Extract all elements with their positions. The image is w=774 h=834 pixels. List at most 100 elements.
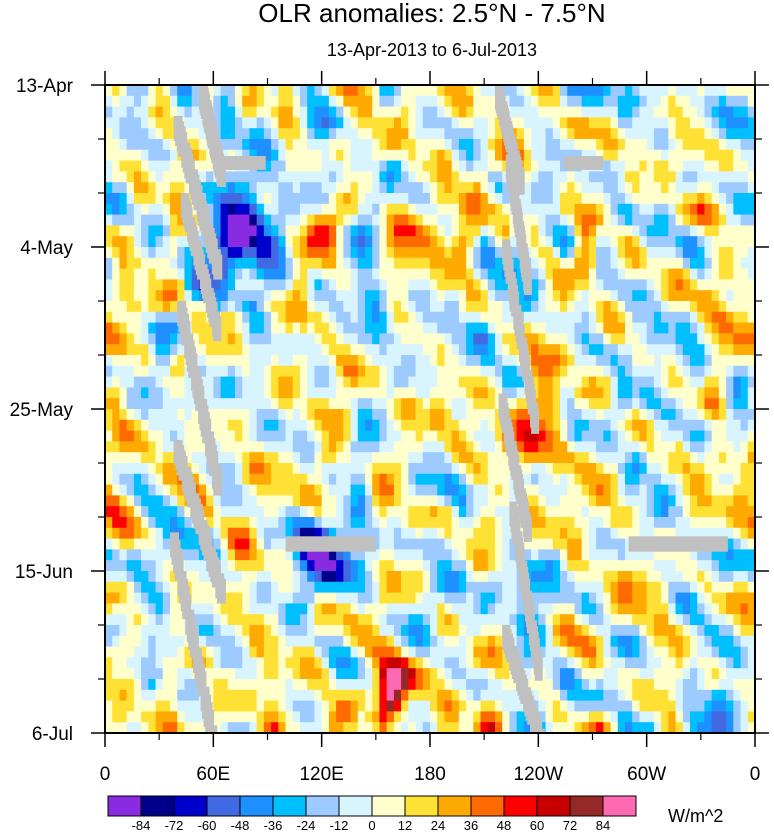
heat-cell — [632, 430, 641, 442]
heat-cell — [133, 473, 142, 486]
heat-cell — [119, 387, 128, 399]
heat-cell — [726, 430, 734, 442]
heat-cell — [307, 495, 316, 507]
heat-cell — [155, 549, 164, 561]
heat-cell — [733, 268, 742, 280]
heat-cell — [574, 117, 583, 129]
heat-cell — [321, 679, 330, 691]
heat-cell — [184, 95, 193, 108]
heat-cell — [632, 581, 641, 594]
heat-cell — [170, 95, 178, 108]
heat-cell — [473, 538, 482, 550]
heat-cell — [401, 236, 409, 248]
heat-cell — [198, 646, 207, 658]
heat-cell — [350, 149, 359, 162]
heat-cell — [509, 592, 518, 604]
heat-cell — [610, 279, 619, 291]
heat-cell — [480, 311, 489, 324]
heat-cell — [480, 560, 489, 572]
heat-cell — [292, 322, 301, 334]
heat-cell — [177, 257, 186, 270]
heat-cell — [292, 214, 301, 226]
heat-cell — [574, 290, 583, 302]
heat-cell — [610, 387, 619, 399]
heat-cell — [105, 538, 113, 550]
heat-cell — [198, 344, 207, 356]
heat-cell — [119, 365, 128, 378]
heat-cell — [740, 106, 749, 118]
heat-cell — [531, 376, 539, 388]
heat-cell — [263, 128, 272, 140]
heat-cell — [451, 214, 460, 226]
heat-cell — [726, 85, 734, 97]
heat-cell — [603, 128, 612, 140]
heat-cell — [437, 517, 446, 529]
heat-cell — [119, 517, 128, 529]
heat-cell — [603, 398, 612, 410]
heat-cell — [328, 560, 337, 572]
heat-cell — [661, 344, 669, 356]
heat-cell — [617, 592, 626, 604]
heat-cell — [386, 311, 395, 324]
heat-cell — [639, 160, 648, 172]
heat-cell — [733, 668, 742, 680]
heat-cell — [170, 592, 178, 604]
heat-cell — [198, 452, 207, 464]
heat-cell — [545, 247, 554, 259]
heat-cell — [588, 117, 597, 129]
heat-cell — [653, 149, 662, 162]
heat-cell — [502, 603, 511, 615]
heat-cell — [567, 398, 576, 410]
heat-cell — [292, 441, 301, 453]
heat-cell — [177, 409, 186, 421]
heat-cell — [704, 160, 713, 172]
heat-cell — [141, 225, 149, 237]
heat-cell — [422, 625, 431, 637]
heat-cell — [740, 376, 749, 388]
heat-cell — [292, 160, 301, 172]
heat-cell — [747, 365, 755, 378]
heat-cell — [191, 538, 200, 550]
heat-cell — [365, 365, 373, 378]
heat-cell — [141, 128, 149, 140]
heat-cell — [386, 560, 395, 572]
heat-cell — [610, 409, 619, 421]
heat-cell — [263, 614, 272, 626]
heat-cell — [393, 279, 402, 291]
heat-cell — [523, 171, 532, 183]
heat-cell — [690, 635, 698, 648]
heat-cell — [242, 452, 251, 464]
heat-cell — [639, 625, 648, 637]
heat-cell — [545, 193, 554, 205]
heat-cell — [227, 171, 236, 183]
heat-cell — [372, 614, 381, 626]
heat-cell — [365, 117, 373, 129]
heat-cell — [321, 301, 330, 313]
heat-cell — [148, 290, 157, 302]
heat-cell — [675, 549, 684, 561]
heat-cell — [379, 603, 388, 615]
heat-cell — [430, 311, 438, 324]
heat-cell — [458, 409, 467, 421]
heat-cell — [632, 376, 641, 388]
heat-cell — [263, 463, 272, 475]
heat-cell — [596, 463, 604, 475]
heat-cell — [625, 149, 633, 162]
heat-cell — [263, 484, 272, 496]
heat-cell — [552, 128, 561, 140]
heat-cell — [379, 473, 388, 486]
heat-cell — [148, 646, 157, 658]
heat-cell — [625, 614, 633, 626]
heat-cell — [726, 657, 734, 669]
heat-cell — [697, 625, 706, 637]
heat-cell — [560, 646, 568, 658]
heat-cell — [588, 571, 597, 583]
heat-cell — [379, 333, 388, 345]
heat-cell — [105, 182, 113, 194]
heat-cell — [711, 117, 720, 129]
heat-cell — [148, 214, 157, 226]
heat-cell — [278, 517, 287, 529]
heat-cell — [105, 203, 113, 216]
heat-cell — [379, 106, 388, 118]
heat-cell — [357, 322, 366, 334]
